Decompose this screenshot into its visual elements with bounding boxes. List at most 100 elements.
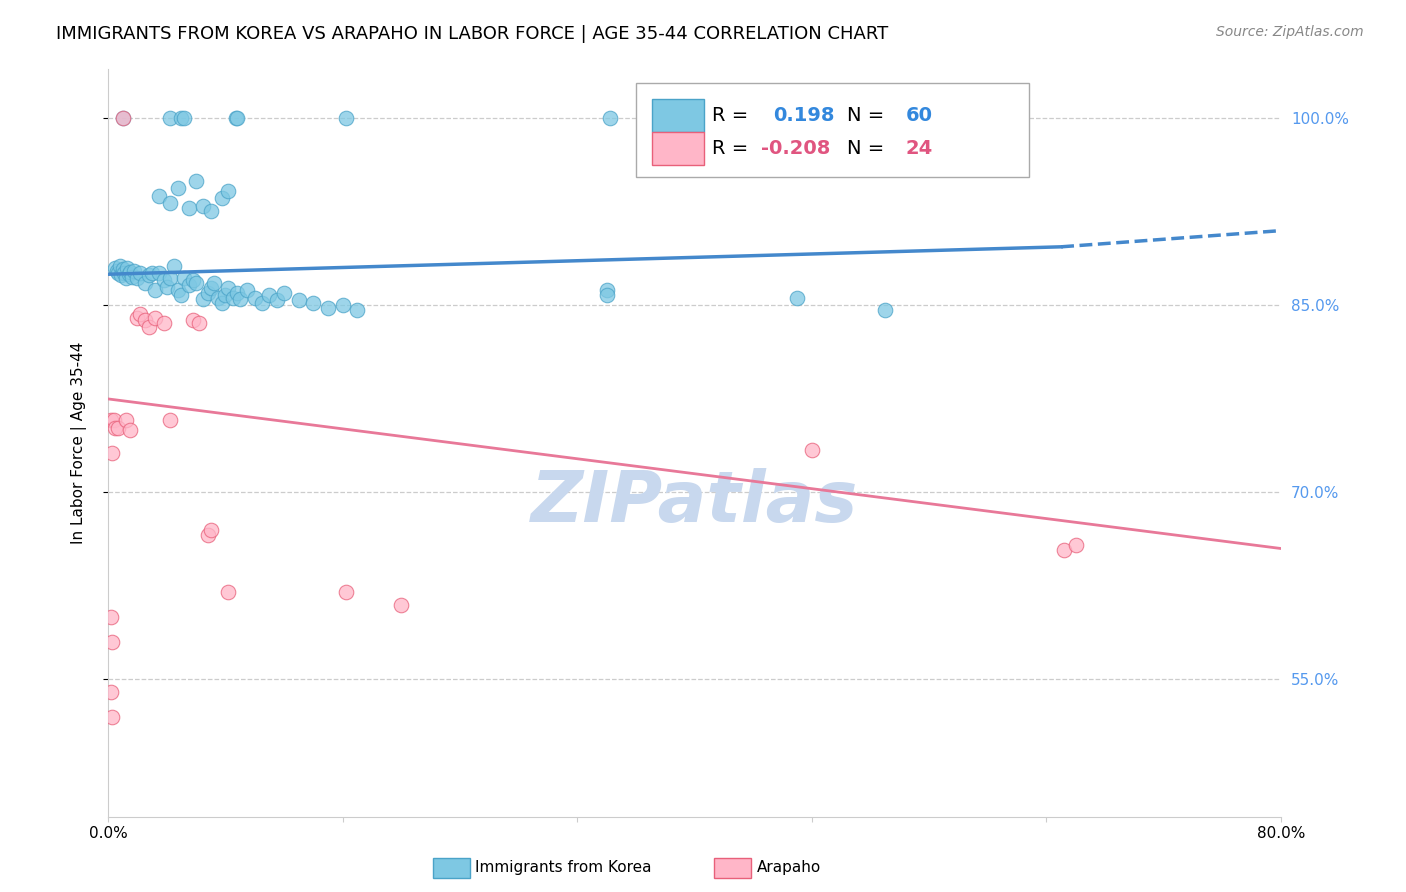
Point	[202, 276, 225, 290]
Point	[188, 316, 211, 330]
Point	[214, 288, 236, 302]
FancyBboxPatch shape	[636, 84, 1029, 177]
Point	[207, 291, 229, 305]
Point	[1064, 538, 1087, 552]
Point	[222, 291, 245, 305]
Point	[167, 181, 190, 195]
Point	[200, 523, 222, 537]
Point	[127, 310, 149, 325]
Point	[105, 263, 128, 277]
Text: -0.208: -0.208	[762, 139, 831, 158]
Point	[107, 420, 129, 434]
Point	[1053, 542, 1076, 557]
Point	[143, 284, 166, 298]
Point	[211, 191, 233, 205]
Point	[156, 279, 179, 293]
Point	[111, 112, 134, 126]
Point	[599, 112, 621, 126]
Text: 24: 24	[905, 139, 934, 158]
Point	[173, 271, 195, 285]
Point	[302, 296, 325, 310]
Point	[103, 413, 125, 427]
Text: Source: ZipAtlas.com: Source: ZipAtlas.com	[1216, 25, 1364, 39]
Y-axis label: In Labor Force | Age 35-44: In Labor Force | Age 35-44	[72, 342, 87, 544]
Point	[200, 281, 222, 295]
Point	[273, 285, 295, 300]
Point	[177, 278, 200, 293]
Point	[152, 316, 174, 330]
Point	[211, 296, 233, 310]
Point	[226, 285, 249, 300]
Point	[259, 288, 281, 302]
Point	[152, 273, 174, 287]
Point	[100, 685, 122, 699]
Point	[389, 598, 412, 612]
FancyBboxPatch shape	[652, 99, 704, 132]
Point	[217, 585, 239, 599]
Text: ZIPatlas: ZIPatlas	[531, 468, 858, 537]
Point	[236, 284, 259, 298]
Point	[114, 413, 136, 427]
Point	[159, 271, 181, 285]
Text: 0.198: 0.198	[773, 106, 835, 125]
Point	[104, 420, 127, 434]
Point	[316, 301, 339, 315]
Point	[159, 112, 181, 126]
Point	[875, 303, 897, 318]
Point	[121, 269, 143, 284]
Point	[159, 196, 181, 211]
Point	[266, 293, 288, 308]
Point	[332, 298, 354, 312]
Point	[101, 710, 124, 724]
Point	[101, 635, 124, 649]
Point	[101, 445, 124, 459]
Text: N =: N =	[846, 139, 884, 158]
Point	[167, 284, 190, 298]
Text: R =: R =	[713, 139, 748, 158]
Point	[170, 112, 193, 126]
Point	[115, 260, 138, 275]
Point	[110, 268, 132, 283]
Text: Immigrants from Korea: Immigrants from Korea	[475, 861, 652, 875]
Point	[287, 293, 309, 308]
Point	[346, 303, 368, 318]
Point	[100, 610, 122, 624]
Point	[117, 267, 139, 281]
Point	[335, 585, 357, 599]
Point	[163, 259, 186, 273]
Point	[138, 268, 160, 283]
Point	[173, 112, 195, 126]
Point	[114, 271, 136, 285]
Point	[217, 184, 239, 198]
Point	[200, 203, 222, 218]
Point	[184, 276, 207, 290]
Point	[217, 281, 239, 295]
FancyBboxPatch shape	[652, 132, 704, 165]
Point	[148, 266, 170, 280]
Point	[143, 310, 166, 325]
Point	[134, 313, 156, 327]
Point	[100, 413, 122, 427]
Point	[127, 271, 149, 285]
Point	[170, 288, 193, 302]
Point	[250, 296, 273, 310]
Point	[159, 413, 181, 427]
Point	[193, 199, 215, 213]
Point	[124, 263, 146, 277]
Point	[181, 313, 204, 327]
Point	[141, 266, 163, 280]
Point	[120, 265, 142, 279]
Point	[111, 112, 134, 126]
Point	[335, 112, 357, 126]
Point	[111, 262, 134, 277]
Point	[181, 273, 204, 287]
Text: R =: R =	[713, 106, 748, 125]
Point	[134, 276, 156, 290]
Point	[104, 260, 127, 275]
Point	[595, 284, 617, 298]
Text: N =: N =	[846, 106, 884, 125]
Text: Arapaho: Arapaho	[756, 861, 821, 875]
Point	[108, 259, 131, 273]
Point	[148, 188, 170, 202]
Point	[197, 285, 219, 300]
